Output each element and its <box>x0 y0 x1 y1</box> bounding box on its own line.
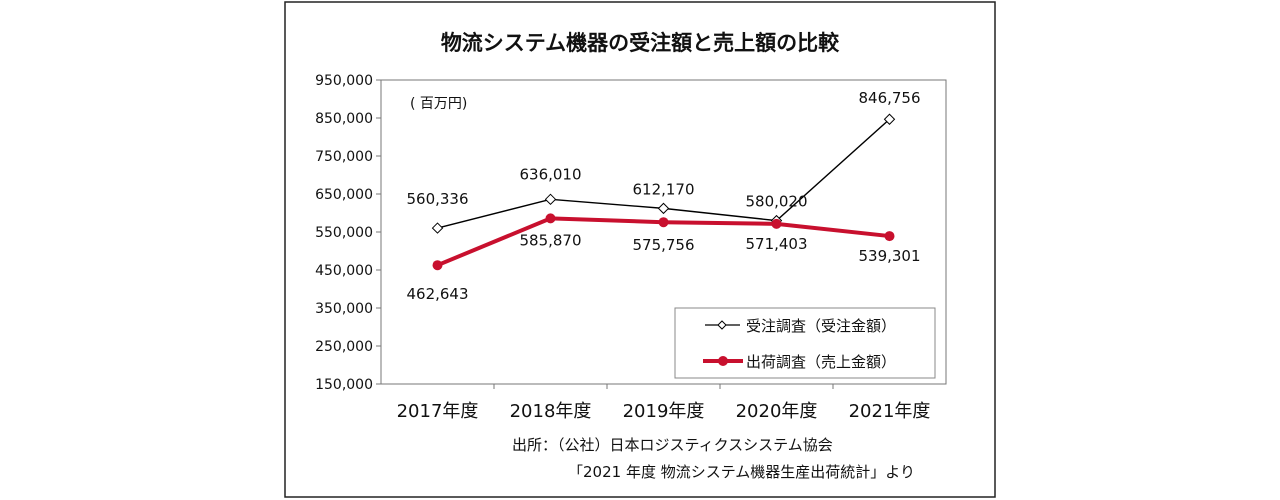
data-point-circle <box>884 231 895 242</box>
data-point-diamond <box>883 113 896 125</box>
y-tick-label: 250,000 <box>315 339 373 355</box>
unit-label: ( 百万円) <box>410 96 467 112</box>
data-label: 539,301 <box>858 247 920 265</box>
data-point-circle <box>658 217 669 228</box>
data-point-diamond <box>544 193 557 206</box>
chart-frame <box>284 1 996 498</box>
data-point-circle <box>432 260 443 271</box>
y-tick-label: 350,000 <box>315 301 373 317</box>
data-label: 612,170 <box>632 180 694 198</box>
y-tick-label: 550,000 <box>315 225 373 241</box>
data-label: 580,020 <box>745 193 807 211</box>
data-point-diamond <box>657 202 670 215</box>
legend-label-orders: 受注調査（受注金額） <box>746 317 896 335</box>
legend: 受注調査（受注金額） 出荷調査（売上金額） <box>674 307 936 379</box>
legend-diamond-icon <box>717 320 727 330</box>
data-label: 636,010 <box>519 165 581 183</box>
y-tick-label: 850,000 <box>315 111 373 127</box>
source-line-2: 「2021 年度 物流システム機器生産出荷統計」より <box>568 463 915 481</box>
data-label: 575,756 <box>632 236 694 254</box>
legend-circle-icon <box>718 356 728 366</box>
data-label: 462,643 <box>406 285 468 303</box>
source-line-1: 出所：（公社）日本ロジスティクスシステム協会 <box>512 436 833 454</box>
data-point-diamond <box>431 222 444 234</box>
data-label: 560,336 <box>406 190 468 208</box>
data-point-circle <box>545 213 556 224</box>
y-tick-label: 950,000 <box>315 73 373 89</box>
x-tick-label: 2018年度 <box>510 401 592 422</box>
data-label: 846,756 <box>858 89 920 107</box>
y-tick-label: 150,000 <box>315 377 373 393</box>
chart-title: 物流システム機器の受注額と売上額の比較 <box>441 31 840 55</box>
data-label: 571,403 <box>745 235 807 253</box>
x-tick-label: 2020年度 <box>736 401 818 422</box>
x-tick-label: 2017年度 <box>397 401 479 422</box>
data-point-circle <box>771 218 782 229</box>
x-tick-label: 2021年度 <box>849 401 931 422</box>
legend-box <box>674 307 936 379</box>
x-tick-label: 2019年度 <box>623 401 705 422</box>
y-tick-label: 650,000 <box>315 187 373 203</box>
y-tick-label: 750,000 <box>315 149 373 165</box>
data-label: 585,870 <box>519 231 581 249</box>
y-tick-label: 450,000 <box>315 263 373 279</box>
legend-label-shipments: 出荷調査（売上金額） <box>746 353 896 371</box>
